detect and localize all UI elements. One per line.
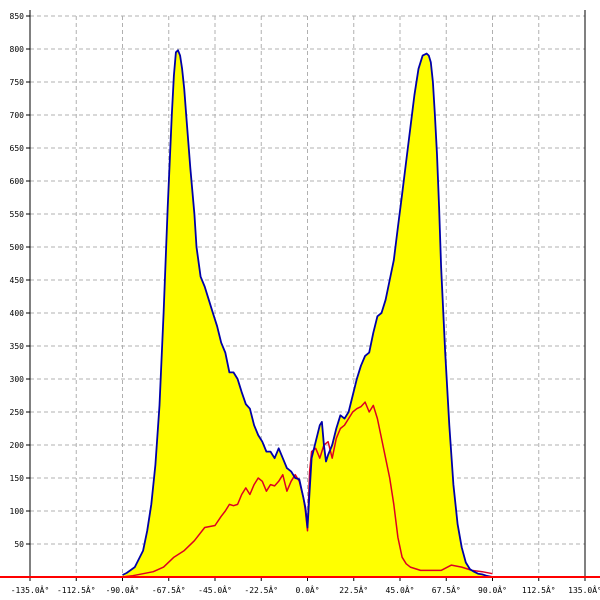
x-tick-label: -67.5Â°	[152, 584, 186, 595]
x-tick-label: 67.5Â°	[432, 584, 461, 595]
series-1-area-fill	[122, 50, 493, 578]
grid-lines	[30, 15, 586, 577]
y-tick-label: 850	[10, 12, 25, 21]
x-tick-label: 45.0Â°	[386, 584, 415, 595]
x-tick-label: -112.5Â°	[57, 584, 96, 595]
x-tick-label: 0.0Â°	[295, 584, 319, 595]
y-tick-label: 750	[10, 78, 25, 87]
y-tick-label: 200	[10, 441, 25, 450]
x-tick-label: -22.5Â°	[244, 584, 278, 595]
y-tick-label: 100	[10, 507, 25, 516]
x-tick-label: 22.5Â°	[339, 584, 368, 595]
y-tick-label: 50	[14, 540, 24, 549]
y-tick-label: 450	[10, 276, 25, 285]
y-tick-label: 250	[10, 408, 25, 417]
y-tick-label: 350	[10, 342, 25, 351]
y-tick-label: 150	[10, 474, 25, 483]
series-2-line	[122, 401, 493, 578]
y-tick-label: 500	[10, 243, 25, 252]
x-tick-label: -45.0Â°	[198, 584, 232, 595]
tick-labels: 50 100 150 200 250 300 350 400 450 500 550 600 650 70…	[10, 12, 600, 595]
x-tick-label: 135.0Â°	[568, 584, 600, 595]
y-tick-label: 800	[10, 45, 25, 54]
y-tick-label: 550	[10, 210, 25, 219]
y-tick-label: 650	[10, 144, 25, 153]
x-tick-label: -135.0Â°	[11, 584, 50, 595]
y-tick-label: 700	[10, 111, 25, 120]
y-tick-label: 300	[10, 375, 25, 384]
x-tick-label: 90.0Â°	[478, 584, 507, 595]
y-tick-label: 400	[10, 309, 25, 318]
x-tick-label: 112.5Â°	[522, 584, 556, 595]
series-1-line	[122, 49, 493, 578]
axes	[26, 10, 586, 581]
x-tick-label: -90.0Â°	[106, 584, 140, 595]
y-tick-label: 600	[10, 177, 25, 186]
